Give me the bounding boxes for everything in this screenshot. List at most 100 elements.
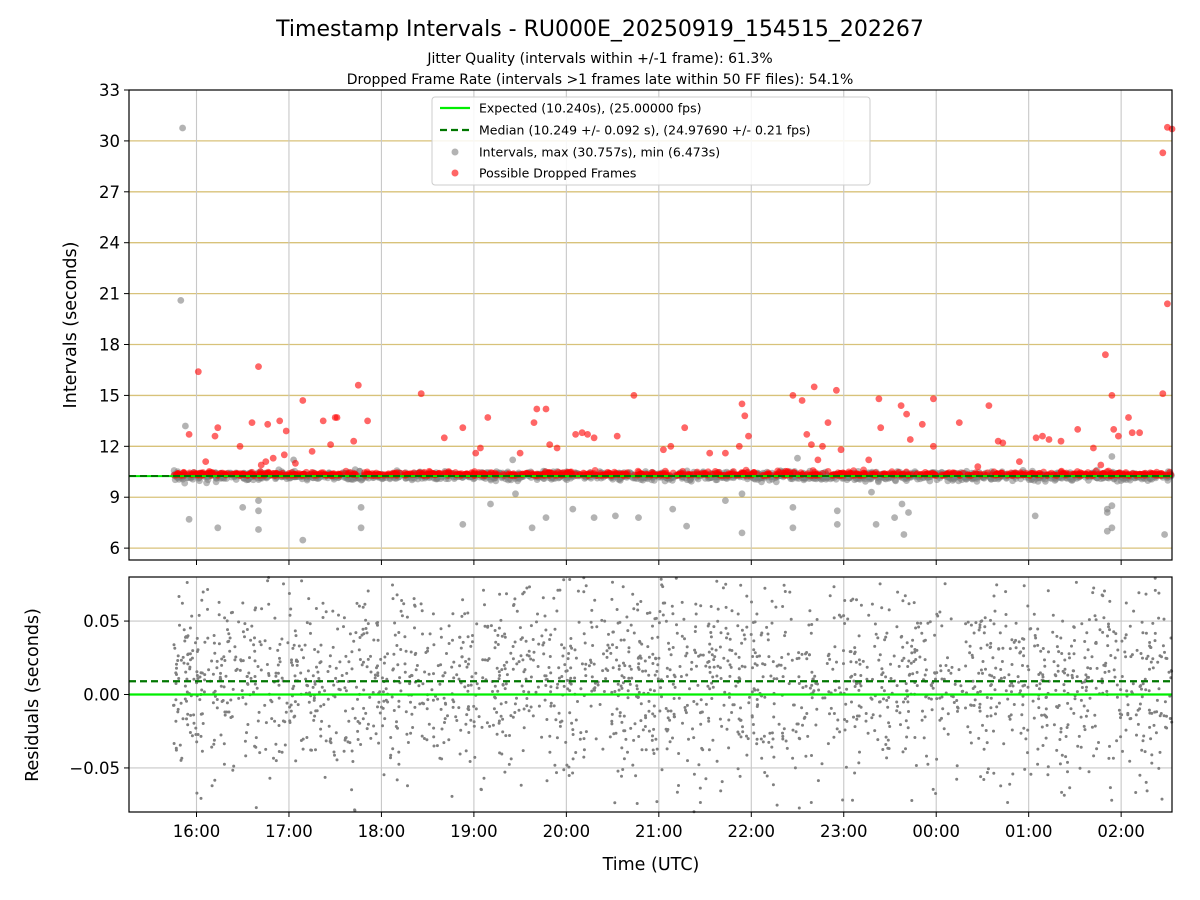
legend[interactable]: Expected (10.240s), (25.00000 fps) Media… [431, 96, 871, 186]
residual-point [739, 718, 742, 722]
residual-point [578, 737, 582, 741]
residual-point [736, 612, 740, 616]
residual-point [887, 608, 891, 612]
residual-point [361, 605, 365, 609]
residual-point [704, 664, 708, 668]
residual-point [858, 662, 862, 666]
residual-point [391, 747, 395, 751]
residual-point [843, 718, 846, 721]
residual-point [252, 643, 256, 647]
residual-point [222, 762, 226, 766]
residual-point [500, 668, 504, 672]
dropped-frame-outlier-point [789, 392, 797, 399]
residual-point [483, 624, 487, 628]
residual-point [1153, 639, 1157, 643]
residual-point [905, 641, 909, 645]
residual-point [641, 669, 645, 673]
dropped-frame-outlier-point [1159, 149, 1167, 157]
residual-point [737, 667, 741, 671]
residual-point [629, 667, 633, 671]
residual-point [1146, 654, 1150, 658]
residual-point [361, 717, 365, 721]
residual-point [256, 665, 260, 668]
residual-point [524, 639, 528, 643]
residual-point [457, 677, 461, 681]
residual-point [592, 662, 596, 666]
residual-point [346, 740, 350, 744]
residual-point [710, 697, 714, 700]
residual-point [291, 663, 294, 667]
residual-point [329, 737, 333, 741]
residual-point [968, 644, 972, 648]
residual-point [365, 727, 369, 731]
residual-point [511, 715, 515, 719]
residual-point [926, 762, 930, 766]
residual-point [215, 706, 219, 710]
residual-point [274, 671, 278, 675]
dropped-frame-outlier-point [810, 383, 818, 391]
residual-point [576, 700, 579, 703]
residual-point [995, 705, 999, 709]
residual-point [509, 714, 513, 718]
x-axis-label: Time (UTC) [602, 855, 700, 875]
residual-point [283, 743, 287, 747]
residual-point [1108, 786, 1112, 790]
residual-point [635, 802, 639, 805]
residual-point [1012, 703, 1016, 706]
residual-point [296, 703, 300, 707]
dropped-frame-outlier-point [994, 437, 1002, 445]
residual-point [826, 742, 830, 746]
interval-outlier-point [900, 531, 908, 538]
residual-point [782, 583, 786, 587]
residual-point [695, 702, 699, 706]
residual-point [751, 723, 755, 726]
dropped-frame-outlier-point [930, 442, 937, 450]
residual-point [525, 697, 529, 700]
residual-point [427, 722, 431, 726]
residual-point [1086, 709, 1090, 713]
residual-point [745, 753, 749, 757]
residual-point [1044, 714, 1048, 718]
residual-point [194, 641, 197, 645]
residual-point [849, 599, 853, 603]
intervals-y-tick-label: 15 [99, 386, 120, 405]
dropped-frame-outlier-point [918, 420, 926, 428]
residual-point [496, 633, 500, 637]
residual-point [381, 724, 384, 728]
residual-point [189, 713, 193, 717]
residual-point [797, 675, 801, 679]
residual-point [377, 700, 381, 704]
residual-point [648, 611, 652, 615]
residual-point [917, 625, 921, 629]
residual-point [737, 732, 741, 736]
residual-point [660, 695, 663, 699]
residual-point [622, 757, 626, 761]
residual-point [558, 724, 562, 728]
residual-point [527, 709, 531, 713]
residual-point [1021, 703, 1025, 707]
residual-point [853, 646, 857, 650]
residual-point [832, 735, 836, 739]
residual-point [923, 658, 927, 662]
interval-outlier-point [528, 524, 536, 532]
residual-point [934, 792, 938, 795]
residual-point [906, 700, 910, 704]
residual-point [904, 719, 908, 723]
residual-point [1008, 647, 1012, 651]
dropped-frame-outlier-point [1110, 426, 1118, 433]
residual-point [505, 592, 508, 596]
residual-point [211, 672, 215, 676]
interval-outlier-point [1103, 509, 1111, 516]
residual-point [488, 724, 492, 728]
residual-point [797, 736, 801, 740]
residual-point [632, 631, 636, 635]
residual-point [1102, 616, 1106, 620]
interval-outlier-point [177, 297, 185, 304]
residual-point [610, 712, 614, 716]
residual-point [1044, 707, 1048, 711]
residual-point [590, 625, 594, 629]
residual-point [468, 760, 472, 763]
residual-point [562, 646, 566, 650]
residual-point [708, 665, 712, 669]
residual-point [685, 651, 689, 655]
